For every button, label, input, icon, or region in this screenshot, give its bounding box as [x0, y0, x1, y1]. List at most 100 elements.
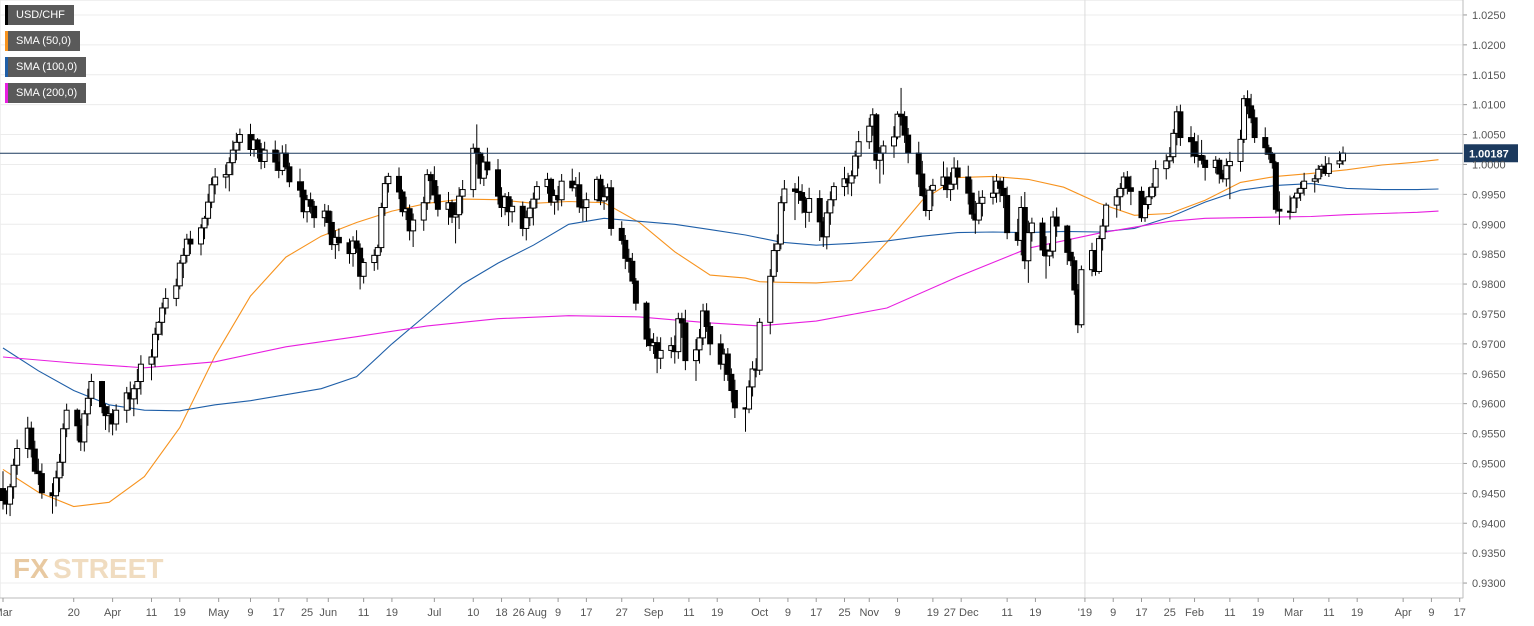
y-tick-label: 0.9900 [1472, 219, 1506, 231]
candle-bullish [1294, 192, 1301, 199]
candle-bullish [1301, 180, 1308, 189]
candle-bullish [424, 174, 431, 204]
candle-bullish [459, 189, 466, 197]
candle-bearish [1251, 117, 1258, 139]
candle-bullish [378, 207, 385, 249]
legend-item[interactable]: SMA (200,0) [5, 83, 87, 103]
candle-bearish [335, 236, 342, 244]
candle-bullish [14, 448, 21, 466]
candle-bearish [1177, 111, 1184, 139]
candle-bullish [261, 149, 268, 162]
candle-bullish [381, 183, 388, 209]
candle-bearish [724, 353, 731, 375]
x-tick-label: Apr [104, 607, 121, 619]
candle-bearish [282, 152, 289, 168]
candle-bearish [919, 173, 926, 197]
candle-bullish [201, 217, 208, 229]
candle-bullish [1099, 225, 1106, 240]
candle-bullish [1103, 204, 1110, 227]
candle-bullish [583, 199, 590, 209]
candle-bullish [848, 175, 855, 184]
x-tick-label: 19 [174, 607, 186, 619]
candle-bearish [608, 187, 615, 229]
candle-bullish [852, 155, 859, 177]
candle-bearish [98, 381, 105, 408]
candle-bearish [427, 174, 434, 182]
candle-bullish [113, 409, 120, 425]
watermark-street: STREET [53, 553, 163, 584]
candle-bullish [360, 262, 367, 277]
candle-bullish [123, 392, 130, 411]
x-tick-label: Jul [427, 607, 441, 619]
candle-bearish [35, 470, 42, 475]
candle-bullish [1113, 196, 1120, 206]
candle-bearish [703, 310, 710, 328]
watermark-fx: FX [13, 553, 49, 584]
candle-bullish [410, 219, 417, 232]
candle-bullish [749, 368, 756, 388]
candle-bearish [1269, 153, 1276, 164]
x-tick-label: '19 [1078, 607, 1092, 619]
candle-bullish [159, 307, 166, 323]
candle-bearish [1071, 260, 1078, 291]
candle-bearish [1265, 147, 1272, 155]
candle-bullish [63, 409, 70, 430]
candle-bullish [692, 349, 699, 362]
candle-bullish [1297, 187, 1304, 194]
candle-bearish [1124, 176, 1131, 189]
legend-item[interactable]: SMA (100,0) [5, 57, 87, 77]
candle-bullish [1290, 197, 1297, 213]
candle-bearish [449, 202, 456, 218]
x-tick-label: 19 [1351, 607, 1363, 619]
legend-label: SMA (100,0) [16, 61, 78, 73]
candle-bullish [180, 254, 187, 264]
candle-bullish [60, 428, 67, 463]
candle-bullish [1025, 232, 1032, 262]
candle-bearish [795, 190, 802, 194]
candle-bearish [625, 257, 632, 262]
x-tick-label: 17 [273, 607, 285, 619]
candle-bearish [1248, 105, 1255, 119]
legend-item[interactable]: USD/CHF [5, 5, 74, 25]
candle-bullish [1315, 168, 1322, 180]
candle-bearish [505, 196, 512, 213]
candle-bullish [155, 321, 162, 335]
candle-bullish [777, 202, 784, 245]
legend-item[interactable]: SMA (50,0) [5, 31, 81, 51]
candle-bullish [1325, 163, 1332, 174]
x-tick-label: 25 [1164, 607, 1176, 619]
candle-bullish [756, 321, 763, 371]
candle-bearish [944, 176, 951, 191]
candlesticks [0, 87, 1347, 517]
candle-bullish [830, 186, 837, 201]
candle-bearish [325, 210, 332, 223]
candle-bullish [205, 201, 212, 219]
candle-bullish [947, 183, 954, 191]
candle-bullish [148, 356, 155, 365]
x-tick-label: 18 [495, 607, 507, 619]
candle-bullish [526, 207, 533, 219]
candle-bullish [1170, 132, 1177, 158]
x-tick-label: Jun [319, 607, 337, 619]
candle-bearish [328, 221, 335, 246]
x-tick-label: 25 [301, 607, 313, 619]
candle-bullish [229, 149, 236, 164]
candle-bullish [1142, 204, 1149, 219]
candle-bullish [53, 477, 60, 497]
candle-bearish [728, 373, 735, 391]
x-tick-label: Mar [1284, 607, 1303, 619]
x-tick-label: 17 [1454, 607, 1466, 619]
candle-bearish [799, 192, 806, 201]
x-tick-label: 9 [247, 607, 253, 619]
candle-bearish [311, 205, 318, 219]
candle-bullish [7, 486, 14, 505]
candle-bearish [873, 114, 880, 161]
x-tick-label: 9 [785, 607, 791, 619]
y-tick-label: 0.9650 [1472, 369, 1506, 381]
candle-bullish [385, 175, 392, 185]
sma-lines [2, 159, 1439, 508]
candle-bullish [533, 186, 540, 200]
x-tick-label: 10 [467, 607, 479, 619]
y-tick-label: 1.0000 [1472, 159, 1506, 171]
